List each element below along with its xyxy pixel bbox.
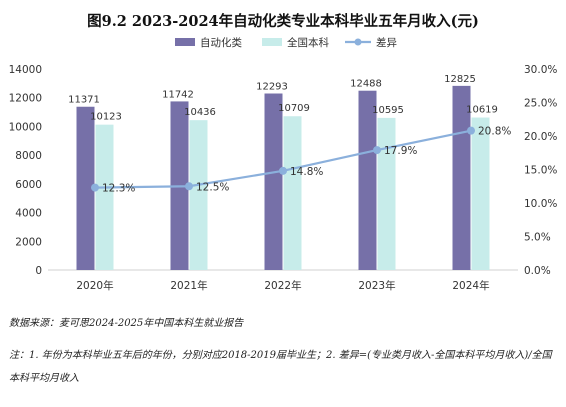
bar-data-label: 10595: [372, 105, 404, 116]
y-tick-label: 2000: [15, 236, 42, 248]
bar-data-label: 12488: [350, 79, 382, 90]
y-tick-label: 0: [35, 265, 42, 277]
bar-major: [358, 90, 377, 270]
bar-national: [283, 116, 302, 270]
bar-data-label: 10436: [184, 107, 216, 118]
bar-data-label: 10123: [90, 112, 122, 123]
legend-label: 自动化类: [200, 36, 242, 49]
bar-national: [377, 117, 396, 270]
y2-tick-label: 15.0%: [524, 165, 557, 177]
x-tick-label: 2020年: [76, 279, 113, 292]
y2-tick-label: 0.0%: [524, 265, 551, 277]
y2-tick-label: 20.0%: [524, 131, 557, 143]
bar-national: [189, 120, 208, 270]
bar-data-label: 10709: [278, 103, 310, 114]
difference-line: [94, 129, 472, 189]
line-data-label: 17.9%: [384, 145, 417, 157]
difference-point: [279, 166, 287, 175]
legend-swatch: [175, 38, 195, 46]
x-tick-label: 2021年: [170, 279, 207, 292]
bar-data-label: 12825: [444, 74, 476, 85]
line-data-label: 14.8%: [290, 166, 323, 178]
footnote-text: 注：1. 年份为本科毕业五年后的年份，分别对应2018-2019届毕业生；2. …: [9, 350, 552, 384]
y-tick-label: 10000: [9, 121, 42, 133]
bar-data-label: 10619: [466, 105, 498, 116]
x-tick-label: 2024年: [452, 279, 489, 292]
y2-tick-label: 25.0%: [524, 98, 557, 110]
line-data-label: 20.8%: [478, 126, 511, 138]
x-tick-label: 2023年: [358, 279, 395, 292]
difference-point: [91, 183, 99, 192]
chart-title: 图9.2 2023-2024年自动化类专业本科毕业五年月收入(元): [87, 13, 479, 30]
line-data-label: 12.5%: [196, 181, 229, 193]
bar-data-label: 11742: [162, 89, 194, 100]
legend-marker: [354, 38, 362, 46]
y2-tick-label: 10.0%: [524, 198, 557, 210]
bar-national: [95, 124, 114, 270]
y-tick-label: 12000: [9, 93, 42, 105]
bar-major: [264, 93, 283, 270]
bar-data-label: 12293: [256, 82, 288, 93]
y2-tick-label: 5.0%: [524, 232, 551, 244]
difference-point: [373, 146, 381, 155]
y-tick-label: 14000: [9, 64, 42, 76]
x-tick-label: 2022年: [264, 279, 301, 292]
legend-label: 差异: [376, 36, 397, 49]
difference-point: [467, 126, 475, 135]
bar-national: [471, 117, 490, 270]
y-tick-label: 4000: [15, 208, 42, 220]
legend-swatch: [262, 38, 282, 46]
difference-point: [185, 182, 193, 191]
y-tick-label: 8000: [15, 150, 42, 162]
bar-major: [76, 106, 95, 270]
line-data-label: 12.3%: [102, 183, 135, 195]
data-source-text: 数据来源：麦可思2024-2025年中国本科生就业报告: [9, 318, 244, 329]
bar-data-label: 11371: [68, 95, 100, 106]
y2-tick-label: 30.0%: [524, 64, 557, 76]
y-tick-label: 6000: [15, 179, 42, 191]
legend-label: 全国本科: [287, 36, 329, 49]
